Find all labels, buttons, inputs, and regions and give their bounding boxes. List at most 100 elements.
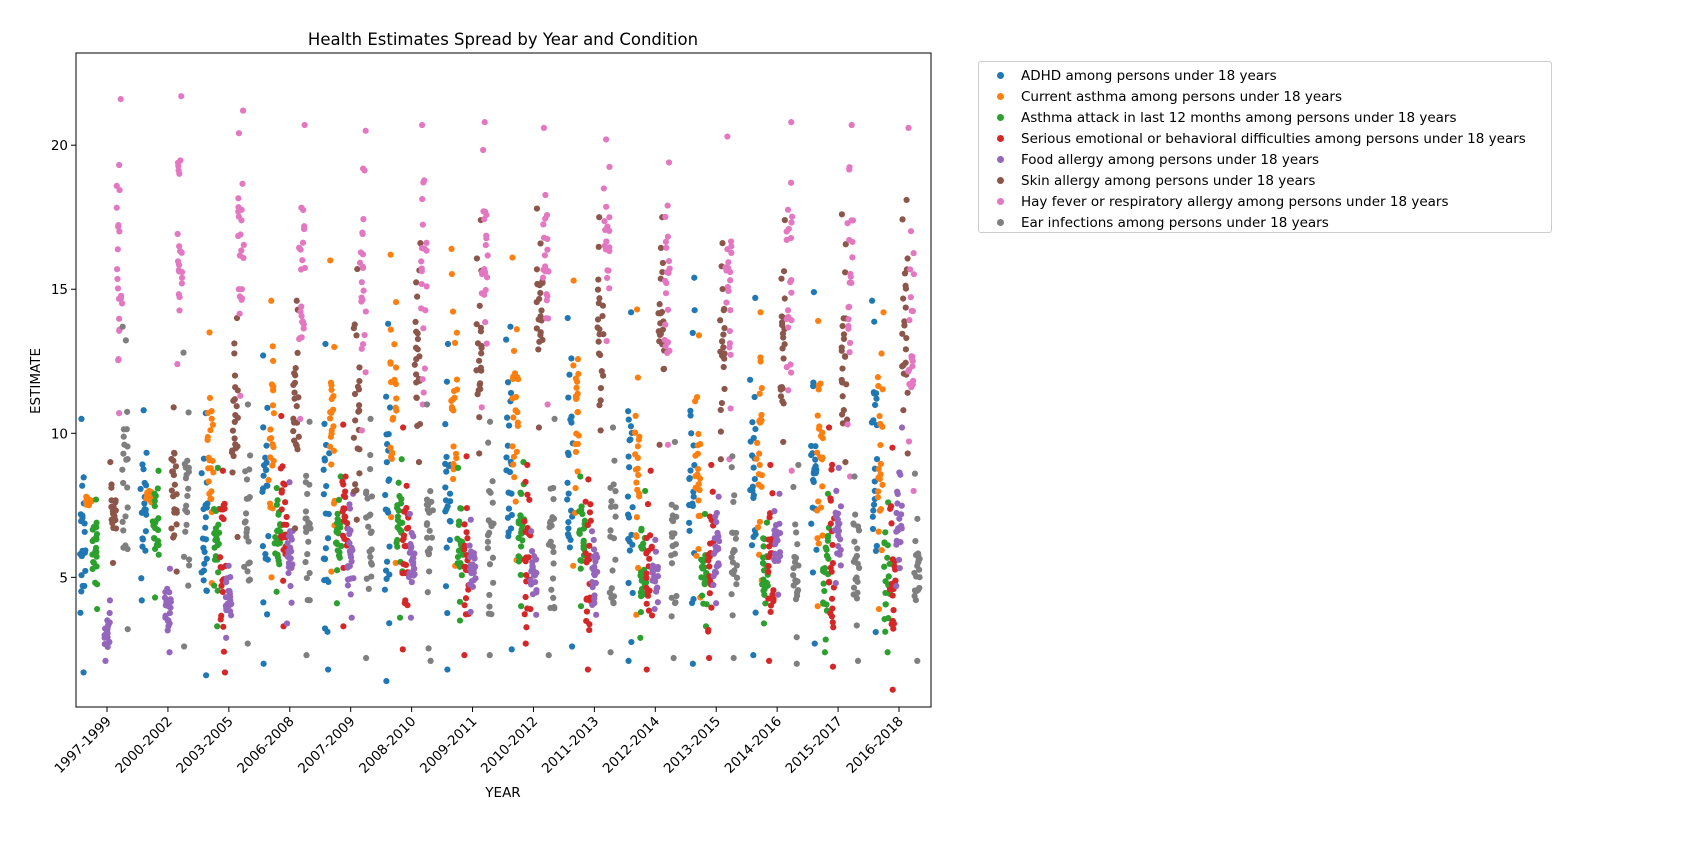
data-point [481,266,488,273]
data-point [269,441,276,448]
data-point [691,462,698,469]
data-point [355,408,362,415]
data-point [453,329,460,336]
data-point [692,473,699,480]
data-point [836,536,844,543]
data-point [687,467,694,474]
data-point [696,475,704,482]
data-point [408,579,415,586]
data-point [778,313,785,320]
data-point [423,247,430,254]
data-point [603,238,610,245]
data-point [712,600,720,607]
data-point [231,372,239,379]
data-point [306,418,313,425]
data-point [210,469,217,476]
data-point [120,450,127,457]
data-point [756,461,763,469]
data-point [320,491,327,498]
data-point [693,552,700,559]
data-point [840,335,848,342]
data-point [772,537,780,544]
data-point [779,398,786,405]
data-point [383,459,390,466]
data-point [268,435,275,442]
data-point [232,384,239,391]
data-point [328,461,335,468]
data-point [278,487,285,494]
data-point [664,233,671,240]
data-point [854,657,862,665]
data-point [695,497,702,504]
data-point [273,501,281,508]
data-point [173,521,180,528]
data-point [297,266,305,273]
data-point [467,608,474,616]
data-point [167,598,174,605]
data-point [916,566,923,573]
data-point [413,394,420,401]
data-point [410,561,417,568]
data-point [603,203,610,210]
data-point [333,528,340,535]
data-point [775,591,782,598]
data-point [461,563,468,570]
data-point [664,306,672,313]
data-point [112,517,119,524]
data-point [304,551,311,558]
data-point [904,389,911,396]
data-point [542,191,549,199]
data-point [487,489,494,496]
data-point [760,620,768,627]
data-point [399,519,406,526]
data-point [425,645,432,652]
data-point [414,335,421,343]
data-point [829,605,836,612]
data-point [626,547,633,554]
data-point [361,331,368,339]
data-point [577,557,584,564]
data-point [505,422,513,429]
data-point [628,531,635,538]
data-point [904,255,911,262]
data-point [882,628,889,635]
y-axis-label: ESTIMATE [28,348,44,414]
data-point [266,500,274,507]
data-point [565,518,572,526]
data-point [406,510,413,518]
data-point [595,276,602,283]
data-point [354,383,362,390]
data-point [299,239,307,246]
data-point [486,603,493,610]
legend-item: Asthma attack in last 12 months among pe… [989,107,1541,128]
data-point [731,492,738,499]
data-point [762,600,769,607]
data-point [591,592,598,599]
data-point [612,513,619,520]
data-point [626,464,633,471]
data-point [268,297,275,304]
data-point [274,551,281,558]
data-point [109,559,117,567]
data-point [243,525,251,533]
data-point [888,520,895,527]
data-point [717,406,724,414]
data-point [697,512,704,519]
data-point [383,677,390,685]
data-point [629,504,636,511]
data-point [659,269,666,276]
data-point [294,349,301,356]
data-point [351,488,358,495]
data-point [901,270,909,277]
data-point [573,430,580,437]
data-point [324,628,331,635]
data-point [200,455,207,462]
y-axis: 5 10 15 20 [51,138,76,586]
data-point [603,338,610,345]
data-point [121,441,128,448]
data-point [334,510,341,517]
data-point [508,646,515,653]
data-point [758,472,765,479]
data-point [291,389,298,396]
data-point [875,605,883,613]
